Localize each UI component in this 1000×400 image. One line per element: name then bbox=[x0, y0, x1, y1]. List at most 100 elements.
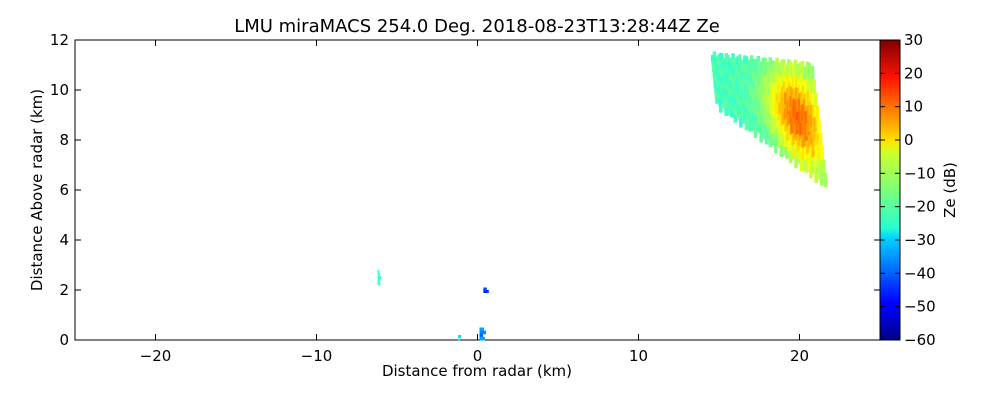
echo-cell bbox=[730, 87, 735, 96]
echo-cell bbox=[779, 112, 784, 125]
echo-cell bbox=[785, 146, 789, 159]
echo-cell bbox=[782, 133, 786, 146]
echo-cell bbox=[817, 119, 821, 134]
echo-cell bbox=[813, 92, 818, 108]
echo-cell bbox=[719, 88, 724, 95]
echo-cell bbox=[728, 95, 733, 104]
echo-cell bbox=[742, 95, 746, 106]
echo-cell bbox=[710, 55, 715, 62]
x-tick-label: 0 bbox=[473, 347, 483, 365]
echo-cell bbox=[752, 120, 757, 130]
echo-cell bbox=[750, 121, 754, 132]
echo-cell bbox=[816, 152, 821, 167]
echo-cell bbox=[747, 96, 752, 107]
colorbar-tick-label: −30 bbox=[904, 231, 936, 249]
echo-cell bbox=[782, 124, 787, 137]
colorbar-ticks: −60 −50 −40 −30 −20 −10 0 10 20 30 bbox=[880, 31, 936, 349]
echo-cell bbox=[718, 99, 722, 107]
echo-cell bbox=[744, 56, 749, 66]
y-tick-label: 2 bbox=[59, 281, 69, 299]
echo-cell bbox=[772, 107, 777, 119]
echo-cell bbox=[790, 121, 794, 135]
x-tick-label: 20 bbox=[790, 347, 809, 365]
colorbar-tick-label: 20 bbox=[904, 64, 923, 82]
echo-cell bbox=[769, 124, 773, 136]
echo-cell bbox=[729, 102, 733, 111]
colorbar-tick-label: −50 bbox=[904, 298, 936, 316]
echo-cell bbox=[812, 79, 816, 94]
echo-cell bbox=[820, 146, 824, 161]
echo-cell bbox=[760, 111, 765, 122]
echo-cell bbox=[787, 140, 792, 153]
echo-cell bbox=[713, 81, 718, 88]
echo-cell bbox=[815, 105, 820, 121]
echo-cell bbox=[774, 126, 779, 137]
echo-cell bbox=[768, 136, 773, 148]
echo-cell bbox=[804, 128, 809, 142]
echo-cell bbox=[739, 118, 743, 128]
echo-cell bbox=[777, 123, 781, 136]
echo-cell bbox=[776, 113, 780, 126]
echo-cell bbox=[767, 105, 771, 117]
echo-cell bbox=[757, 113, 761, 125]
echo-cell bbox=[719, 52, 723, 61]
echo-cell bbox=[805, 158, 809, 173]
colorbar-tick-label: −20 bbox=[904, 198, 936, 216]
echo-cell bbox=[811, 125, 816, 139]
echo-cell bbox=[818, 132, 823, 148]
echo-cell bbox=[723, 64, 727, 73]
x-tick-label: 10 bbox=[629, 347, 648, 365]
echo-cell bbox=[810, 159, 815, 173]
echo-cell bbox=[794, 155, 798, 169]
echo-cell bbox=[717, 86, 721, 95]
echo-cell bbox=[775, 135, 780, 146]
echo-cell bbox=[811, 143, 815, 158]
echo-cell bbox=[712, 65, 716, 73]
echo-cell bbox=[806, 140, 810, 154]
echo-cell bbox=[755, 122, 760, 132]
echo-cell bbox=[767, 127, 772, 139]
echo-cell bbox=[819, 170, 824, 186]
echo-cell bbox=[802, 134, 806, 148]
echo-cell bbox=[797, 133, 801, 148]
radar-echoes bbox=[377, 51, 828, 341]
echo-cell bbox=[728, 108, 732, 116]
echo-cell bbox=[377, 270, 380, 274]
echo-cell bbox=[818, 165, 822, 180]
echo-cell bbox=[771, 122, 776, 134]
echo-cell bbox=[744, 120, 749, 131]
echo-cell bbox=[790, 146, 795, 160]
echo-cell bbox=[756, 104, 760, 115]
echo-cell bbox=[729, 109, 734, 118]
echo-cell bbox=[749, 113, 753, 123]
echo-cell bbox=[765, 109, 769, 120]
y-tick-label: 12 bbox=[50, 31, 69, 49]
echo-cell bbox=[793, 127, 797, 139]
echo-cell bbox=[711, 60, 716, 67]
echo-cell bbox=[722, 87, 727, 96]
echo-cell bbox=[737, 103, 742, 113]
echo-cell bbox=[817, 127, 821, 141]
echo-cell bbox=[758, 100, 762, 110]
echo-cell bbox=[727, 101, 731, 110]
echo-cell bbox=[780, 123, 785, 135]
echo-cell bbox=[809, 130, 814, 145]
y-tick-label: 6 bbox=[59, 181, 69, 199]
echo-cell bbox=[789, 136, 793, 149]
echo-cell bbox=[712, 70, 717, 78]
echo-cell bbox=[483, 287, 487, 291]
echo-cell bbox=[479, 336, 485, 341]
echo-cell bbox=[716, 63, 721, 71]
echo-cell bbox=[816, 143, 821, 159]
echo-cell bbox=[759, 132, 763, 143]
echo-cell bbox=[726, 55, 730, 63]
echo-cell bbox=[796, 147, 800, 160]
echo-cell bbox=[778, 134, 782, 147]
echo-cell bbox=[738, 111, 742, 120]
echo-cell bbox=[808, 164, 813, 179]
echo-cell bbox=[774, 142, 778, 154]
echo-cell bbox=[815, 139, 819, 154]
echo-cell bbox=[713, 76, 717, 83]
y-tick-label: 10 bbox=[50, 81, 69, 99]
